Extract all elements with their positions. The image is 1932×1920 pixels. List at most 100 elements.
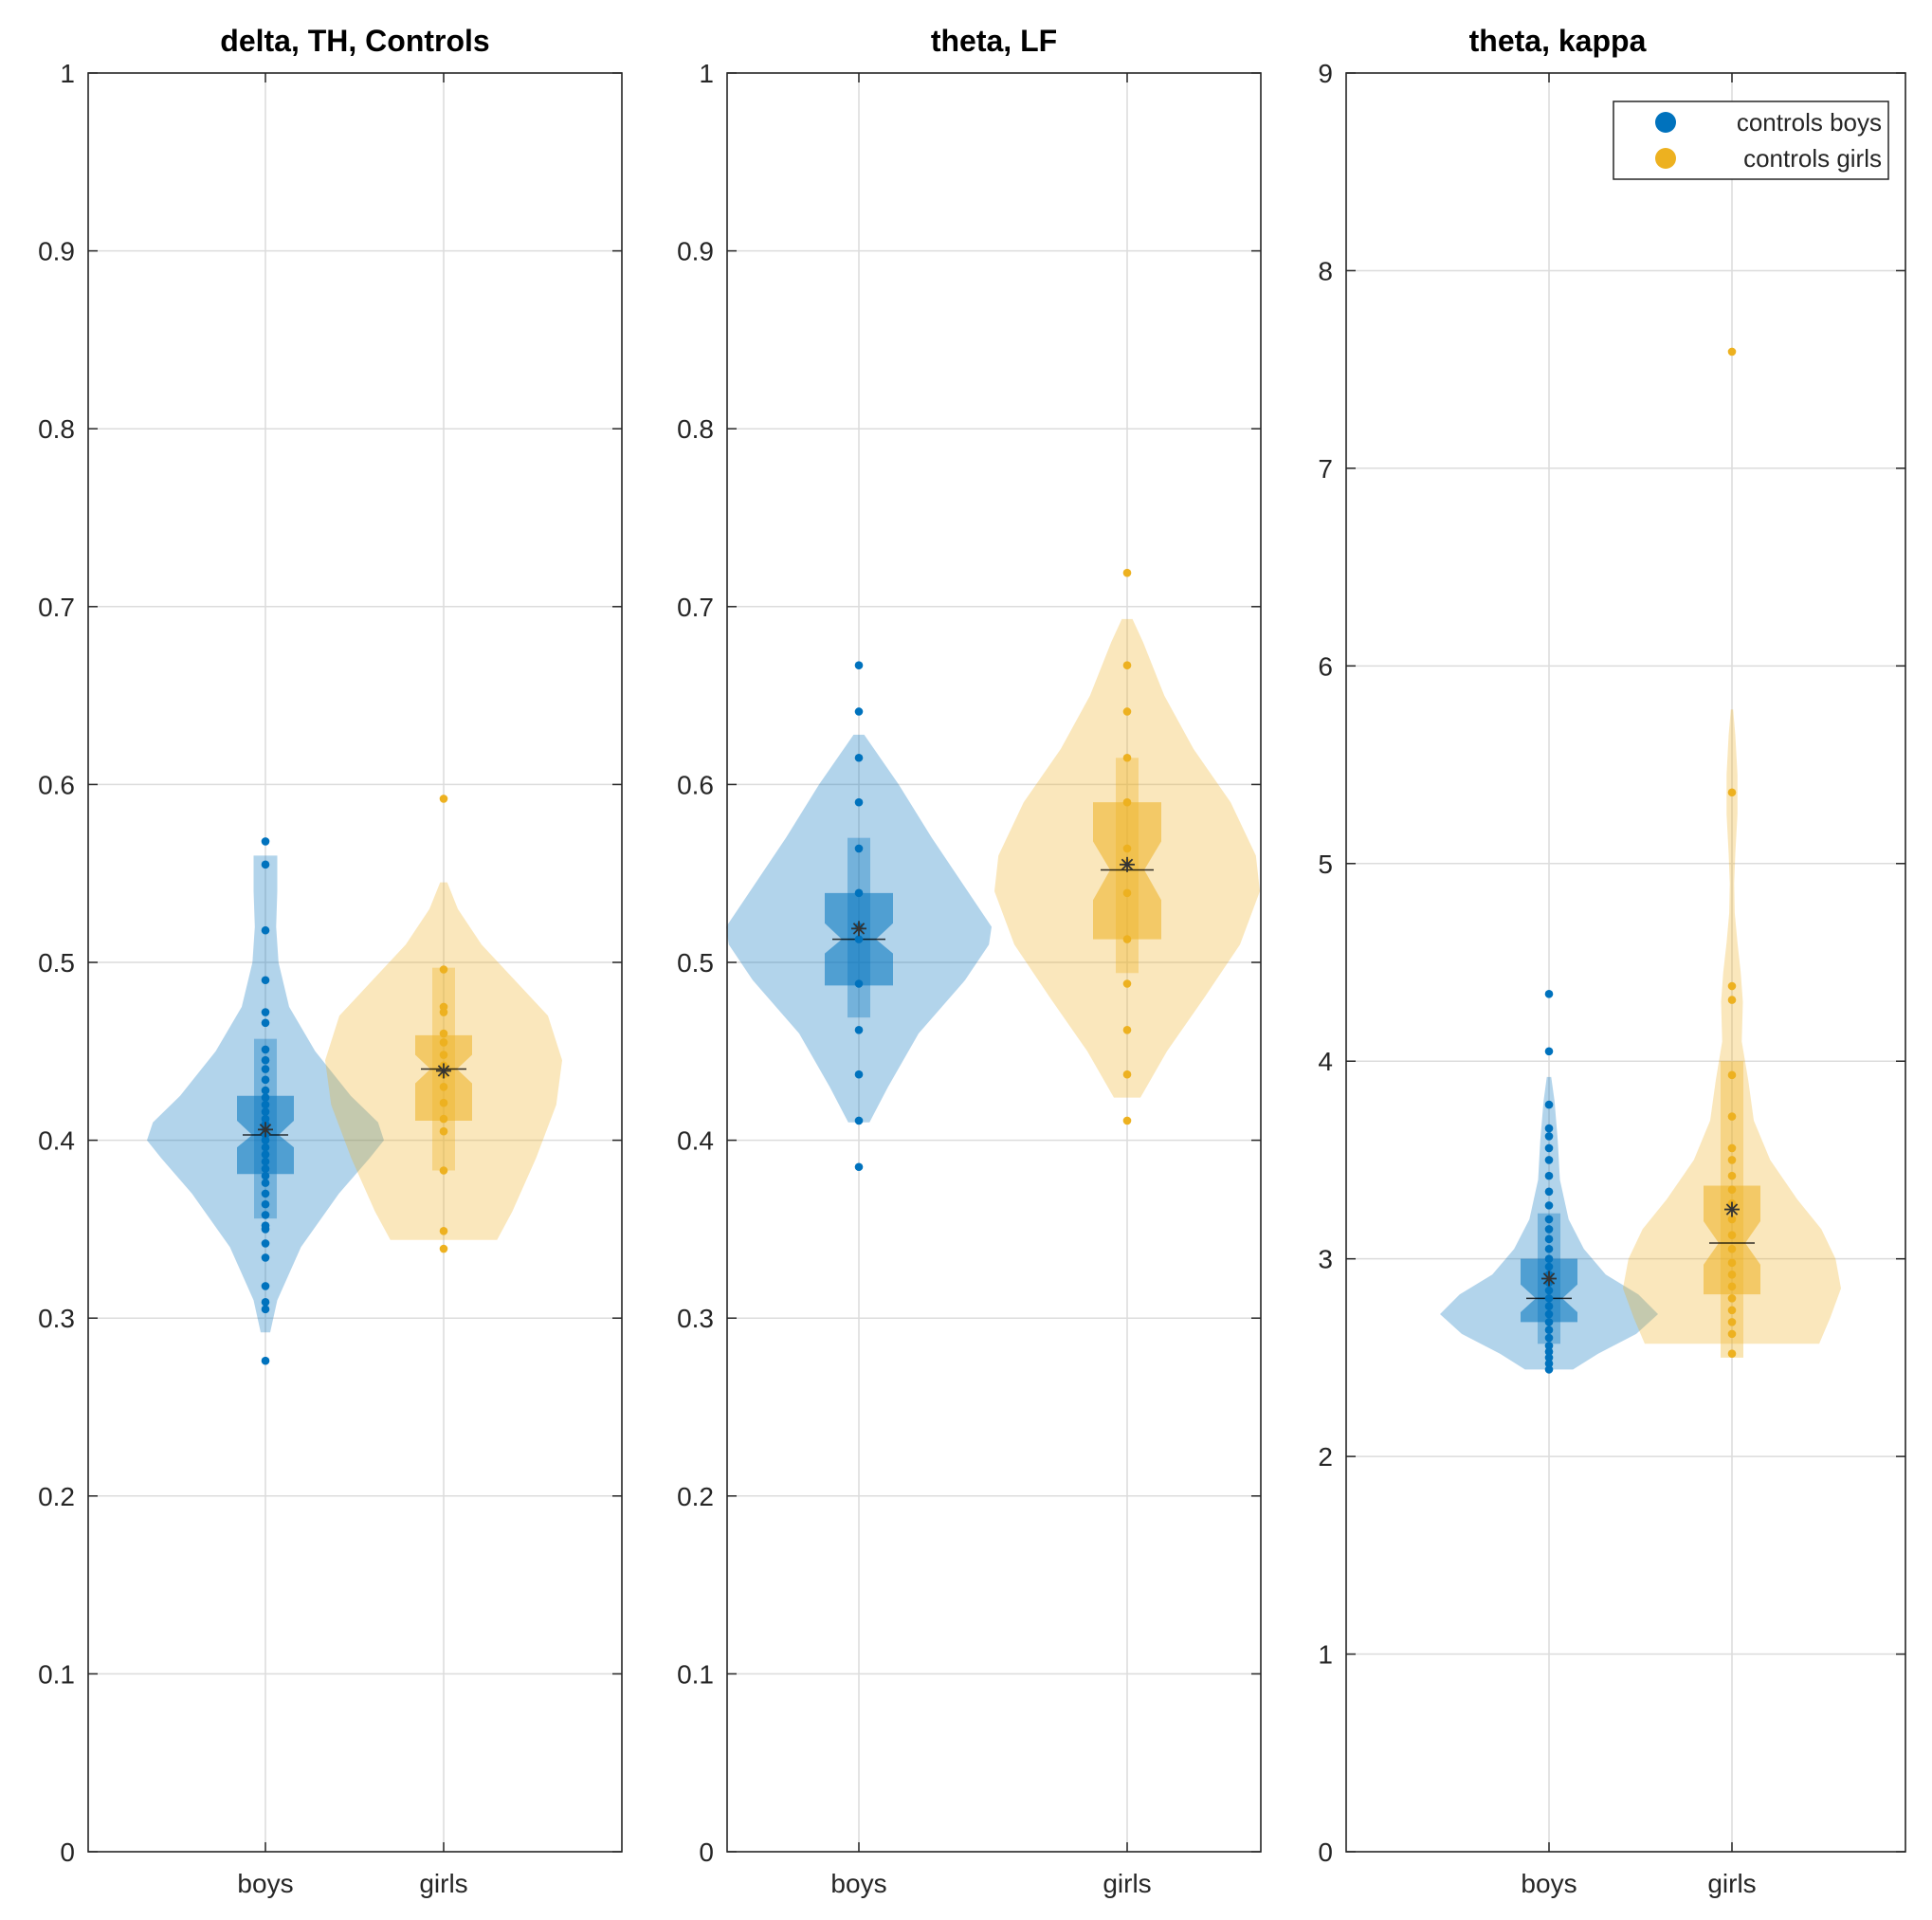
axes-frame bbox=[1345, 72, 1906, 1853]
x-tick-label-boys: boys bbox=[1521, 1869, 1577, 1898]
data-point bbox=[261, 1239, 270, 1248]
data-point bbox=[261, 1100, 270, 1109]
data-point bbox=[261, 1211, 270, 1219]
data-point bbox=[1544, 1201, 1554, 1210]
x-tick-label-girls: girls bbox=[1707, 1869, 1756, 1898]
data-point bbox=[1544, 1100, 1554, 1109]
data-point bbox=[261, 1107, 270, 1116]
data-point bbox=[261, 1075, 270, 1085]
violin-controls-girls bbox=[1623, 347, 1841, 1359]
data-point bbox=[1544, 1326, 1554, 1335]
data-point bbox=[439, 1083, 448, 1091]
y-tick-label: 9 bbox=[1318, 59, 1333, 88]
y-tick-label: 0.1 bbox=[38, 1659, 75, 1689]
data-point bbox=[1122, 935, 1132, 943]
y-tick-label: 1 bbox=[60, 59, 75, 88]
iqr-box bbox=[1704, 1185, 1760, 1295]
data-point bbox=[439, 1002, 448, 1012]
axes-frame bbox=[87, 72, 623, 1853]
data-point bbox=[1122, 797, 1132, 807]
y-tick-label: 0.6 bbox=[38, 770, 75, 799]
data-point bbox=[261, 925, 270, 935]
violin-controls-boys bbox=[147, 837, 384, 1365]
y-tick-label: 0.2 bbox=[677, 1482, 714, 1511]
data-point bbox=[261, 1171, 270, 1180]
data-point bbox=[1544, 1234, 1554, 1244]
mean-marker bbox=[436, 1063, 451, 1079]
data-point bbox=[261, 1157, 270, 1166]
data-point bbox=[1544, 1302, 1554, 1310]
y-tick-label: 5 bbox=[1318, 850, 1333, 879]
data-point bbox=[1727, 1231, 1737, 1239]
y-tick-label: 8 bbox=[1318, 256, 1333, 285]
data-point bbox=[261, 1298, 270, 1307]
data-point bbox=[1727, 1156, 1737, 1164]
data-point bbox=[1727, 1215, 1737, 1224]
y-tick-label: 7 bbox=[1318, 454, 1333, 484]
y-tick-label: 0.9 bbox=[677, 237, 714, 266]
x-tick-label-boys: boys bbox=[237, 1869, 293, 1898]
data-point bbox=[1544, 1353, 1554, 1362]
y-tick-label: 0.3 bbox=[677, 1304, 714, 1333]
y-tick-label: 0.5 bbox=[677, 948, 714, 978]
y-tick-label: 0.1 bbox=[677, 1659, 714, 1689]
data-point bbox=[261, 1305, 270, 1314]
y-tick-label: 1 bbox=[1318, 1640, 1333, 1670]
data-point bbox=[261, 1150, 270, 1159]
data-point bbox=[261, 1086, 270, 1095]
data-point bbox=[1727, 1294, 1737, 1303]
data-point bbox=[439, 1038, 448, 1047]
data-point bbox=[1727, 1244, 1737, 1253]
data-point bbox=[854, 1025, 864, 1034]
data-point bbox=[1544, 1171, 1554, 1180]
data-point bbox=[1544, 1365, 1554, 1374]
data-point bbox=[439, 1098, 448, 1107]
y-tick-label: 0 bbox=[60, 1838, 75, 1867]
data-point bbox=[261, 1018, 270, 1028]
data-point bbox=[1727, 1349, 1737, 1359]
chart-title: theta, LF bbox=[931, 24, 1057, 58]
data-point bbox=[1727, 981, 1737, 991]
data-point bbox=[1727, 347, 1737, 357]
y-tick-label: 0.8 bbox=[677, 414, 714, 444]
y-tick-label: 6 bbox=[1318, 651, 1333, 681]
data-point bbox=[261, 1055, 270, 1065]
data-point bbox=[261, 1282, 270, 1290]
data-point bbox=[261, 1356, 270, 1365]
data-point bbox=[439, 965, 448, 974]
data-point bbox=[854, 1070, 864, 1079]
y-tick-label: 0.3 bbox=[38, 1304, 75, 1333]
data-point bbox=[261, 1164, 270, 1173]
y-tick-label: 0.5 bbox=[38, 948, 75, 978]
data-point bbox=[1727, 788, 1737, 797]
data-point bbox=[1544, 1047, 1554, 1056]
data-point bbox=[1122, 753, 1132, 762]
data-point bbox=[1122, 888, 1132, 898]
data-point bbox=[261, 1189, 270, 1198]
mean-marker bbox=[1120, 856, 1135, 872]
data-point bbox=[1727, 1306, 1737, 1315]
data-point bbox=[1544, 1347, 1554, 1356]
data-point bbox=[1544, 1225, 1554, 1234]
data-point bbox=[1544, 1215, 1554, 1224]
data-point bbox=[854, 661, 864, 670]
data-point bbox=[854, 979, 864, 988]
data-point bbox=[261, 1093, 270, 1102]
data-point bbox=[1544, 1342, 1554, 1350]
legend-label: controls girls bbox=[1743, 144, 1882, 173]
data-point bbox=[1544, 1244, 1554, 1253]
chart-title: theta, kappa bbox=[1469, 24, 1647, 58]
data-point bbox=[1544, 1143, 1554, 1153]
data-point bbox=[1122, 979, 1132, 988]
axes-frame bbox=[726, 72, 1262, 1853]
data-point bbox=[439, 795, 448, 803]
y-tick-label: 0.2 bbox=[38, 1482, 75, 1511]
data-point bbox=[261, 1199, 270, 1209]
data-point bbox=[439, 1051, 448, 1059]
data-point bbox=[854, 935, 864, 943]
x-tick-label-girls: girls bbox=[1103, 1869, 1151, 1898]
data-point bbox=[261, 1065, 270, 1073]
data-point bbox=[1727, 1171, 1737, 1180]
y-tick-label: 2 bbox=[1318, 1442, 1333, 1472]
